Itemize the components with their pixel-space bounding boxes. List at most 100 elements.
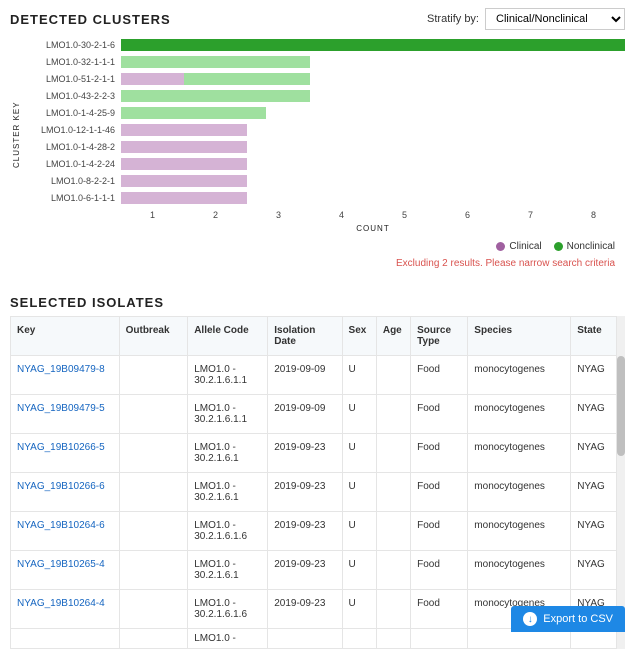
isolate-key-link[interactable]: NYAG_19B09479-5 [17,403,105,414]
cluster-bar[interactable]: LMO1.0-12-1-1-46 [21,121,625,138]
stratify-label: Stratify by: [427,13,479,25]
isolate-key-link[interactable]: NYAG_19B10266-6 [17,481,105,492]
x-axis-label: COUNT [121,224,625,233]
cluster-label: LMO1.0-43-2-2-3 [21,91,121,101]
clusters-card: DETECTED CLUSTERS Stratify by: Clinical/… [0,0,635,277]
cell-state: NYAG [571,356,617,395]
y-axis-label: CLUSTER KEY [10,36,21,233]
cell-species: monocytogenes [468,512,571,551]
cluster-label: LMO1.0-12-1-1-46 [21,125,121,135]
cell-state: NYAG [571,551,617,590]
cell-outbreak [119,512,188,551]
table-row: NYAG_19B10266-6 LMO1.0 - 30.2.1.6.12019-0… [11,473,617,512]
cluster-label: LMO1.0-8-2-2-1 [21,176,121,186]
cell-outbreak [119,395,188,434]
legend-item: Clinical [496,241,541,252]
x-tick: 6 [436,210,499,220]
cell-source: Food [411,395,468,434]
cluster-label: LMO1.0-32-1-1-1 [21,57,121,67]
table-scrollbar[interactable] [617,316,625,649]
table-row: NYAG_19B09479-8 LMO1.0 - 30.2.1.6.1.12019… [11,356,617,395]
column-header[interactable]: Outbreak [119,317,188,356]
column-header[interactable]: Species [468,317,571,356]
cell-species: monocytogenes [468,395,571,434]
x-tick: 2 [184,210,247,220]
stratify-select[interactable]: Clinical/Nonclinical [485,8,625,30]
cluster-label: LMO1.0-51-2-1-1 [21,74,121,84]
cell-sex: U [342,395,376,434]
cell-allele: LMO1.0 - 30.2.1.6.1.1 [188,356,268,395]
legend: ClinicalNonclinical [10,241,615,254]
cluster-label: LMO1.0-1-4-25-9 [21,108,121,118]
cell-outbreak [119,356,188,395]
column-header[interactable]: Allele Code [188,317,268,356]
cluster-bar[interactable]: LMO1.0-30-2-1-6 [21,36,625,53]
cell-key: NYAG_19B10266-5 [11,434,120,473]
cluster-label: LMO1.0-1-4-2-24 [21,159,121,169]
cell-outbreak [119,434,188,473]
isolate-key-link[interactable]: NYAG_19B10265-4 [17,559,105,570]
x-tick: 4 [310,210,373,220]
legend-swatch [554,242,563,251]
isolate-key-link[interactable]: NYAG_19B10264-4 [17,598,105,609]
cluster-bar[interactable]: LMO1.0-8-2-2-1 [21,172,625,189]
cluster-label: LMO1.0-1-4-28-2 [21,142,121,152]
legend-swatch [496,242,505,251]
cell-allele: LMO1.0 - 30.2.1.6.1.6 [188,512,268,551]
cell-sex: U [342,473,376,512]
cell-sex: U [342,356,376,395]
cluster-bar[interactable]: LMO1.0-1-4-25-9 [21,104,625,121]
cell-outbreak [119,473,188,512]
column-header[interactable]: Key [11,317,120,356]
column-header[interactable]: Sex [342,317,376,356]
cell-allele: LMO1.0 - 30.2.1.6.1.1 [188,395,268,434]
clusters-title: DETECTED CLUSTERS [10,12,171,27]
cell-date: 2019-09-23 [268,512,342,551]
stratify-control: Stratify by: Clinical/Nonclinical [427,8,625,30]
cell-allele: LMO1.0 - 30.2.1.6.1 [188,473,268,512]
cluster-label: LMO1.0-6-1-1-1 [21,193,121,203]
cell-date: 2019-09-23 [268,590,342,629]
cell-source: Food [411,473,468,512]
isolate-key-link[interactable]: NYAG_19B09479-8 [17,364,105,375]
cluster-bar[interactable]: LMO1.0-32-1-1-1 [21,53,625,70]
table-row: NYAG_19B10266-5LMO1.0 - 30.2.1.6.12019-0… [11,434,617,473]
cell-source: Food [411,356,468,395]
cluster-bar[interactable]: LMO1.0-51-2-1-1 [21,70,625,87]
export-csv-button[interactable]: ↓ Export to CSV [511,606,625,632]
cell-state: NYAG [571,395,617,434]
isolate-key-link[interactable]: NYAG_19B10266-5 [17,442,105,453]
cell-sex: U [342,434,376,473]
cell-state: NYAG [571,434,617,473]
isolates-card: SELECTED ISOLATES KeyOutbreakAllele Code… [0,277,635,657]
cell-date: 2019-09-09 [268,395,342,434]
cell-age [376,512,410,551]
cell-date: 2019-09-23 [268,473,342,512]
cell-species: monocytogenes [468,356,571,395]
column-header[interactable]: Age [376,317,410,356]
isolates-title: SELECTED ISOLATES [10,295,625,310]
cell-outbreak [119,590,188,629]
cell-age [376,590,410,629]
table-row: NYAG_19B10265-4LMO1.0 - 30.2.1.6.12019-0… [11,551,617,590]
cell-source: Food [411,512,468,551]
cell-state: NYAG [571,473,617,512]
cell-date: 2019-09-23 [268,434,342,473]
download-icon: ↓ [523,612,537,626]
cell-date: 2019-09-09 [268,356,342,395]
cluster-bar[interactable]: LMO1.0-43-2-2-3 [21,87,625,104]
x-tick: 1 [121,210,184,220]
cluster-bar[interactable]: LMO1.0-1-4-2-24 [21,155,625,172]
isolate-key-link[interactable]: NYAG_19B10264-6 [17,520,105,531]
x-tick: 7 [499,210,562,220]
cluster-bar[interactable]: LMO1.0-1-4-28-2 [21,138,625,155]
cell-age [376,434,410,473]
column-header[interactable]: State [571,317,617,356]
cluster-bar[interactable]: LMO1.0-6-1-1-1 [21,189,625,206]
table-row: NYAG_19B10264-6 LMO1.0 - 30.2.1.6.1.62019… [11,512,617,551]
column-header[interactable]: Isolation Date [268,317,342,356]
cell-key: NYAG_19B09479-5 [11,395,120,434]
column-header[interactable]: Source Type [411,317,468,356]
table-row: NYAG_19B09479-5 LMO1.0 - 30.2.1.6.1.12019… [11,395,617,434]
cell-source: Food [411,590,468,629]
